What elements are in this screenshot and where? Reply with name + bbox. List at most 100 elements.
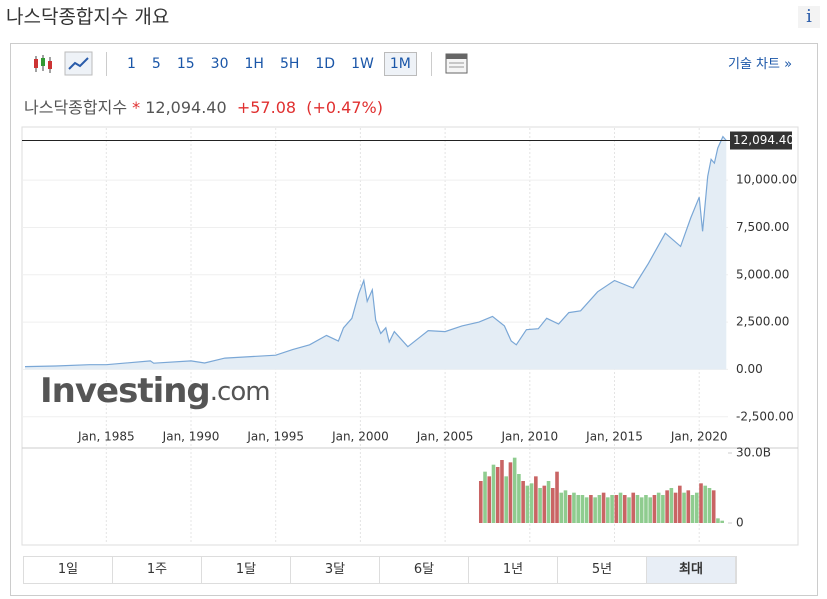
volume-bar — [635, 495, 640, 523]
x-tick-label: Jan, 2005 — [416, 430, 474, 444]
volume-bar — [720, 520, 724, 523]
quote-line: 나스닥종합지수 * 12,094.40 +57.08 (+0.47%) — [24, 94, 383, 118]
tech-chart-link[interactable]: 기술 차트 » — [728, 57, 793, 72]
range-button[interactable]: 1주 — [113, 557, 202, 583]
line-icon[interactable] — [64, 51, 94, 77]
volume-bar — [555, 471, 559, 523]
candle-icon[interactable] — [30, 53, 56, 75]
range-button[interactable]: 6달 — [380, 557, 469, 583]
volume-bar — [673, 492, 678, 523]
x-tick-label: Jan, 2020 — [670, 430, 728, 444]
volume-bar — [550, 488, 555, 523]
volume-bar — [487, 476, 492, 523]
interval-button[interactable]: 1 — [127, 56, 136, 72]
y-tick-label: 7,500.00 — [736, 220, 789, 234]
y-tick-label: -2,500.00 — [736, 409, 794, 423]
interval-group: 1 5 15 30 1H 5H 1D 1W 1M — [119, 52, 419, 76]
volume-bar — [546, 481, 551, 523]
quote-change-pct: (+0.47%) — [306, 98, 383, 117]
watermark-part: .com — [210, 377, 270, 407]
volume-bar — [716, 518, 720, 523]
volume-bar — [508, 462, 513, 523]
volume-bar — [631, 492, 636, 523]
calendar-icon[interactable] — [444, 52, 470, 76]
price-line — [24, 135, 727, 368]
volume-bar — [534, 476, 538, 523]
interval-button[interactable]: 1W — [351, 56, 374, 72]
quote-star: * — [132, 98, 141, 117]
quote-name: 나스닥종합지수 — [24, 98, 128, 117]
interval-button[interactable]: 1M — [383, 52, 417, 76]
divider — [430, 52, 432, 76]
volume-bar — [606, 497, 610, 523]
y-tick-label: 2,500.00 — [736, 315, 789, 329]
x-tick-label: Jan, 1990 — [162, 430, 220, 444]
volume-bar — [703, 485, 708, 523]
last-price-box — [730, 131, 792, 150]
volume-bar — [512, 457, 517, 523]
volume-bar — [669, 488, 674, 523]
volume-bar — [678, 485, 682, 523]
info-button[interactable]: i — [798, 6, 820, 28]
range-button[interactable]: 3달 — [291, 557, 380, 583]
volume-bar — [584, 497, 589, 523]
y-tick-label: 10,000.00 — [736, 173, 797, 187]
y-tick-label: 5,000.00 — [736, 267, 789, 281]
volume-bar — [682, 492, 686, 523]
volume-bar — [593, 497, 597, 523]
volume-bar — [559, 492, 564, 523]
volume-bar — [627, 497, 631, 523]
volume-bar — [521, 481, 525, 523]
toolbar: 1 5 15 30 1H 5H 1D 1W 1M — [30, 48, 470, 80]
range-button[interactable]: 1일 — [24, 557, 113, 583]
x-tick-label: Jan, 2015 — [585, 430, 643, 444]
volume-bar — [538, 488, 542, 523]
volume-bar — [529, 483, 534, 523]
page-title: 나스닥종합지수 개요 — [6, 6, 170, 28]
volume-bar — [483, 471, 487, 523]
volume-bar — [639, 497, 644, 523]
volume-bar — [572, 492, 576, 523]
volume-bar — [661, 495, 665, 523]
interval-button[interactable]: 5H — [279, 56, 300, 72]
volume-bar — [622, 495, 627, 523]
interval-button[interactable]: 1H — [244, 56, 264, 72]
volume-bar — [690, 495, 695, 523]
chart-frame — [21, 126, 799, 546]
volume-bar — [500, 460, 504, 523]
x-tick-label: Jan, 1985 — [77, 430, 135, 444]
interval-button[interactable]: 1D — [315, 56, 336, 72]
volume-tick-label: 30.0B — [736, 446, 771, 460]
volume-bar — [614, 495, 619, 523]
quote-price: 12,094.40 — [145, 98, 227, 117]
range-button[interactable]: 5년 — [558, 557, 647, 583]
volume-bar — [652, 495, 657, 523]
volume-bar — [711, 490, 716, 523]
range-button[interactable]: 최대 — [647, 557, 736, 583]
volume-bar — [699, 483, 703, 523]
volume-bar — [504, 476, 508, 523]
interval-button[interactable]: 5 — [151, 56, 161, 72]
volume-bar — [686, 490, 691, 523]
x-tick-label: Jan, 2010 — [500, 430, 558, 444]
volume-bar — [576, 495, 580, 523]
watermark-part: Investing — [40, 371, 210, 411]
range-button[interactable]: 1달 — [202, 557, 291, 583]
volume-bar — [517, 474, 521, 523]
volume-bar — [656, 492, 661, 523]
chart: Jan, 1985 Jan, 1990 Jan, 1995 Jan, 2000 Jan,… — [21, 126, 799, 546]
volume-bar — [648, 497, 652, 523]
interval-button[interactable]: 15 — [176, 56, 195, 72]
last-price-label: 12,094.40 — [733, 133, 794, 147]
volume-bar — [707, 488, 712, 523]
x-tick-label: Jan, 1995 — [246, 430, 304, 444]
volume-bar — [563, 490, 568, 523]
range-button[interactable]: 1년 — [469, 557, 558, 583]
volume-bar — [542, 485, 547, 523]
interval-button[interactable]: 30 — [210, 56, 229, 72]
volume-bar — [665, 490, 669, 523]
volume-bar — [601, 492, 606, 523]
volume-bar — [589, 495, 593, 523]
divider — [106, 52, 107, 76]
